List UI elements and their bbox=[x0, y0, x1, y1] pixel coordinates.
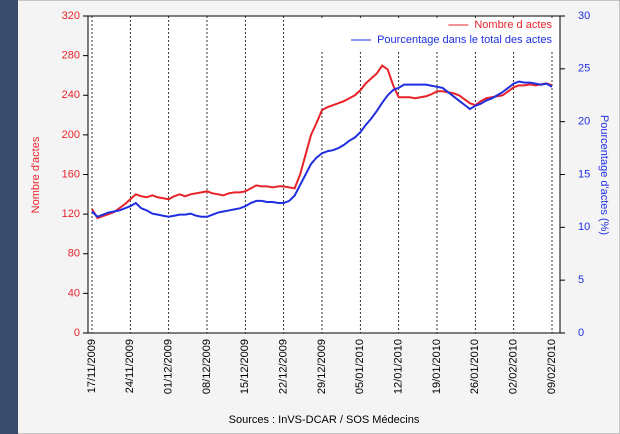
y2-tick-label: 15 bbox=[578, 168, 590, 180]
y2-tick-label: 20 bbox=[578, 116, 590, 128]
y-tick-label: 0 bbox=[74, 327, 80, 339]
y-tick-label: 240 bbox=[62, 89, 80, 101]
x-tick-label: 19/01/2010 bbox=[431, 339, 443, 394]
x-tick-label: 26/01/2010 bbox=[469, 339, 481, 394]
y-tick-label: 120 bbox=[62, 208, 80, 220]
x-tick-label: 22/12/2009 bbox=[278, 339, 290, 394]
x-tick-label: 05/01/2010 bbox=[354, 339, 366, 394]
series-line bbox=[91, 80, 553, 218]
x-tick-label: 02/02/2010 bbox=[508, 339, 520, 394]
y2-tick-label: 0 bbox=[578, 327, 584, 339]
x-tick-label: 12/01/2010 bbox=[393, 339, 405, 394]
y2-tick-label: 25 bbox=[578, 63, 590, 75]
y2-tick-label: 10 bbox=[578, 221, 590, 233]
legend-label: Pourcentage dans le total des actes bbox=[377, 34, 552, 46]
source: Sources : InVS-DCAR / SOS Médecins bbox=[229, 414, 420, 426]
plot-area bbox=[87, 15, 561, 334]
y-tick-label: 280 bbox=[62, 50, 80, 62]
x-tick-label: 01/12/2009 bbox=[163, 339, 175, 394]
x-tick-label: 08/12/2009 bbox=[201, 339, 213, 394]
legend-box bbox=[300, 18, 556, 52]
y2-tick-label: 30 bbox=[578, 10, 590, 22]
y-axis-label: Nombre d'actes bbox=[30, 136, 42, 213]
y2-tick-label: 5 bbox=[578, 274, 584, 286]
x-tick-label: 09/02/2010 bbox=[546, 339, 558, 394]
y-tick-label: 40 bbox=[68, 287, 80, 299]
y-tick-label: 80 bbox=[68, 248, 80, 260]
legend-label: Nombre d actes bbox=[474, 19, 552, 31]
y-tick-label: 320 bbox=[62, 10, 80, 22]
x-tick-label: 29/12/2009 bbox=[316, 339, 328, 394]
x-tick-label: 17/11/2009 bbox=[86, 339, 98, 393]
y-tick-label: 200 bbox=[62, 129, 80, 141]
y-tick-label: 160 bbox=[62, 168, 80, 180]
y2-axis-label: Pourcentage d'actes (%) bbox=[598, 115, 610, 235]
x-tick-label: 15/12/2009 bbox=[239, 339, 251, 394]
x-tick-label: 24/11/2009 bbox=[124, 339, 136, 393]
side-strip bbox=[0, 0, 18, 434]
